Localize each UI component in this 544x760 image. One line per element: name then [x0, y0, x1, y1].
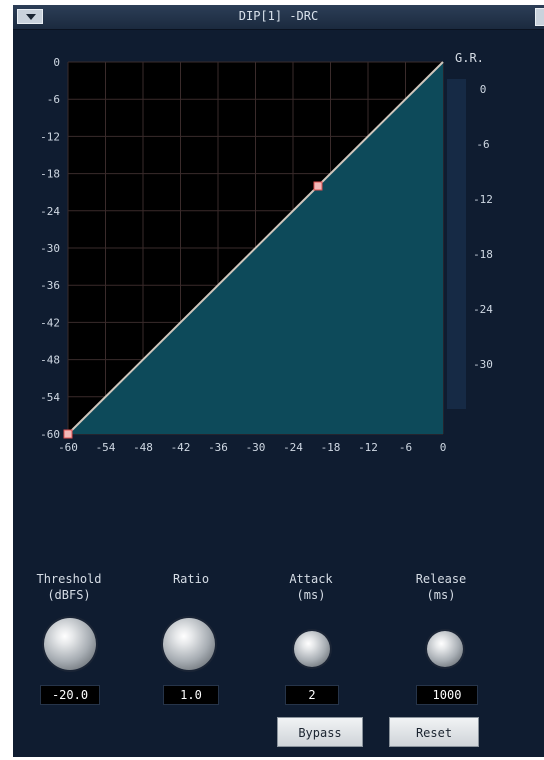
attack-control: Attack (ms) [271, 571, 351, 603]
threshold-knob[interactable] [44, 618, 96, 670]
x-tick-label: -30 [246, 441, 266, 454]
bypass-button[interactable]: Bypass [277, 717, 363, 747]
x-axis-labels: -60 -54 -48 -42 -36 -30 -24 -18 -12 -6 0 [58, 441, 446, 454]
gr-tick-label: -12 [473, 193, 493, 206]
release-value[interactable]: 1000 [416, 685, 478, 705]
ratio-knob[interactable] [163, 618, 215, 670]
y-tick-label: -18 [40, 168, 60, 181]
x-tick-label: -18 [321, 441, 341, 454]
chevron-down-icon[interactable] [17, 9, 43, 24]
x-tick-label: -42 [171, 441, 191, 454]
threshold-control: Threshold (dBFS) [29, 571, 109, 603]
release-control: Release (ms) [401, 571, 481, 603]
x-tick-label: 0 [440, 441, 447, 454]
reset-button[interactable]: Reset [389, 717, 479, 747]
release-knob[interactable] [427, 631, 463, 667]
attack-label: Attack [289, 572, 333, 586]
x-tick-label: -60 [58, 441, 78, 454]
compressor-transfer-graph: 0-6-12-18-24-30-36-42-48-54-60 -60 -54 -48… [40, 51, 493, 454]
y-tick-label: -54 [40, 391, 60, 404]
release-unit: (ms) [426, 588, 456, 602]
attack-knob[interactable] [294, 631, 330, 667]
threshold-unit: (dBFS) [47, 588, 91, 602]
gr-axis-labels: 0 -6 -12 -18 -24 -30 [473, 83, 493, 371]
curve-points[interactable] [63, 181, 323, 439]
title-bar: DIP[1] -DRC [13, 5, 544, 30]
gain-reduction-meter [447, 79, 466, 409]
y-tick-label: -60 [40, 428, 60, 441]
ratio-control: Ratio [151, 571, 231, 587]
threshold-value[interactable]: -20.0 [40, 685, 100, 705]
gr-tick-label: -18 [473, 248, 493, 261]
x-tick-label: -24 [283, 441, 303, 454]
gr-tick-label: -30 [473, 358, 493, 371]
x-tick-label: -12 [358, 441, 378, 454]
release-label: Release [415, 572, 467, 586]
x-tick-label: -6 [399, 441, 412, 454]
y-tick-label: -24 [40, 205, 60, 218]
attack-value[interactable]: 2 [285, 685, 339, 705]
y-tick-label: -42 [40, 316, 60, 329]
x-tick-label: -54 [96, 441, 116, 454]
drc-window: DIP[1] -DRC 0 -6 -12 -18 -24 -30 -36 -42 -48 -54 -… [13, 5, 544, 757]
gr-tick-label: 0 [480, 83, 487, 96]
gr-tick-label: -24 [473, 303, 493, 316]
gr-tick-label: -6 [476, 138, 489, 151]
y-tick-label: -12 [40, 130, 60, 143]
y-tick-label: -30 [40, 242, 60, 255]
x-tick-label: -48 [133, 441, 153, 454]
ratio-value[interactable]: 1.0 [163, 685, 219, 705]
curve-point-handle[interactable] [63, 429, 73, 439]
curve-point-handle[interactable] [313, 181, 323, 191]
y-tick-label: -6 [47, 93, 60, 106]
y-axis-labels: 0 -6 -12 -18 -24 -30 -36 -42 -48 -54 -60 [40, 56, 60, 441]
x-tick-label: -36 [208, 441, 228, 454]
gr-label: G.R. [455, 51, 484, 65]
attack-unit: (ms) [296, 588, 326, 602]
y-tick-label: -36 [40, 279, 60, 292]
ratio-label: Ratio [172, 572, 210, 586]
window-title: DIP[1] -DRC [238, 9, 319, 23]
y-tick-label: -48 [40, 354, 60, 367]
threshold-label: Threshold [36, 572, 102, 586]
close-icon[interactable] [535, 8, 544, 26]
y-tick-label: 0 [53, 56, 60, 69]
